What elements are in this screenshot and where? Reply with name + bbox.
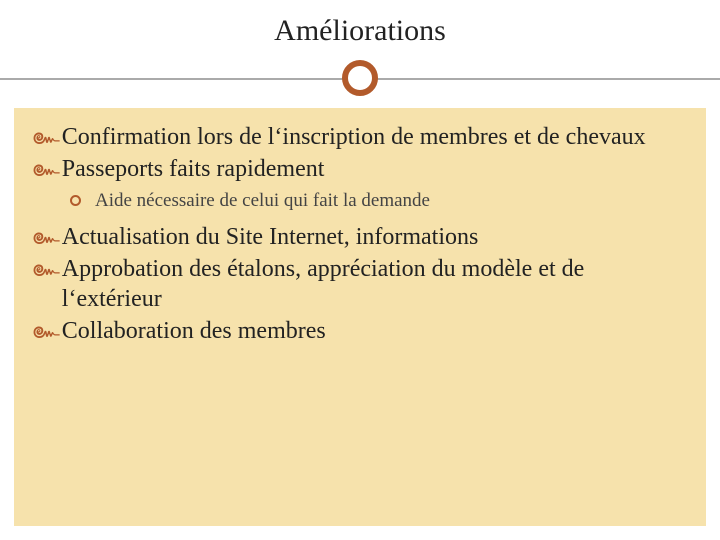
- list-item-text: Actualisation du Site Internet, informat…: [62, 222, 479, 252]
- content-box: ๛ Confirmation lors de l‘inscription de …: [14, 108, 706, 526]
- list-sub-item: Aide nécessaire de celui qui fait la dem…: [70, 190, 688, 212]
- list-item: ๛ Actualisation du Site Internet, inform…: [32, 222, 688, 252]
- list-item: ๛ Collaboration des membres: [32, 316, 688, 346]
- list-item-text: Passeports faits rapidement: [62, 154, 325, 184]
- title-divider: [0, 58, 720, 100]
- divider-circle-icon: [342, 60, 378, 96]
- swirl-bullet-icon: ๛: [32, 122, 60, 152]
- swirl-bullet-icon: ๛: [32, 222, 60, 252]
- list-item-text: Confirmation lors de l‘inscription de me…: [62, 122, 646, 152]
- swirl-bullet-icon: ๛: [32, 316, 60, 346]
- list-item: ๛ Confirmation lors de l‘inscription de …: [32, 122, 688, 152]
- swirl-bullet-icon: ๛: [32, 254, 60, 284]
- swirl-bullet-icon: ๛: [32, 154, 60, 184]
- slide-title: Améliorations: [0, 0, 720, 58]
- list-item-text: Approbation des étalons, appréciation du…: [62, 254, 688, 314]
- list-item-text: Collaboration des membres: [62, 316, 326, 346]
- list-item: ๛ Passeports faits rapidement: [32, 154, 688, 184]
- list-sub-item-text: Aide nécessaire de celui qui fait la dem…: [95, 190, 430, 211]
- slide: Améliorations ๛ Confirmation lors de l‘i…: [0, 0, 720, 540]
- list-item: ๛ Approbation des étalons, appréciation …: [32, 254, 688, 314]
- circle-bullet-icon: [70, 195, 81, 206]
